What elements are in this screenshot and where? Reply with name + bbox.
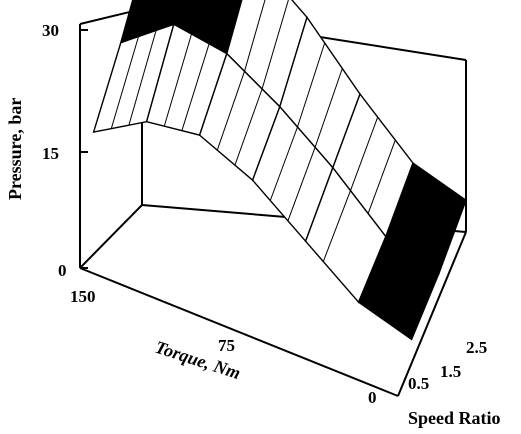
y-tick-label-1.5: 1.5	[440, 362, 461, 381]
z-tick-label-15: 15	[42, 144, 59, 163]
surface-mesh-line	[138, 0, 149, 37]
surface-mesh-line	[314, 68, 343, 148]
surface-mesh-line	[269, 126, 298, 201]
z-tick-label-30: 30	[42, 21, 59, 40]
surface-mesh-line	[261, 0, 289, 90]
surface-mesh-line	[287, 147, 316, 222]
y-tick-label-2.5: 2.5	[466, 338, 487, 357]
x-tick-label-75: 75	[218, 336, 235, 355]
z-tick-label-0: 0	[58, 261, 67, 280]
x-tick-label-150: 150	[70, 287, 96, 306]
z-axis-title: Pressure, bar	[5, 98, 25, 200]
surface-mesh-line	[128, 30, 157, 126]
surface-mesh-line	[216, 71, 245, 151]
y-tick-label-0.5: 0.5	[408, 374, 429, 393]
torque-axis-line	[79, 267, 399, 397]
speed-axis-line	[397, 231, 467, 397]
surface-mesh-line	[110, 36, 139, 129]
surface-mesh-line	[181, 43, 210, 131]
pressure-surface	[92, 0, 467, 341]
surface-mesh-line	[163, 33, 192, 127]
surface-mesh-line	[244, 0, 266, 72]
z-ticks	[80, 29, 88, 269]
surface-patch-5-0	[357, 235, 440, 341]
surface-mesh-line	[234, 88, 263, 166]
surface-mesh-line	[297, 42, 326, 128]
surface-mesh-line	[350, 116, 379, 191]
x-tick-label-0: 0	[368, 388, 377, 407]
left-bottom-edge	[79, 204, 143, 269]
surface-mesh-line	[322, 190, 351, 262]
y-axis-title: Speed Ratio	[408, 408, 501, 428]
surface-mesh-line	[367, 139, 396, 214]
